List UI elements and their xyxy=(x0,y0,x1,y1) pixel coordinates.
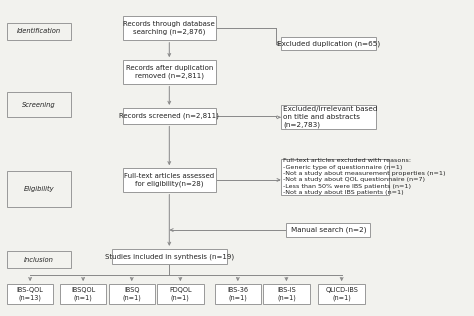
Bar xyxy=(263,284,310,304)
Bar xyxy=(123,168,216,192)
Bar xyxy=(215,284,261,304)
Text: FDQOL
(n=1): FDQOL (n=1) xyxy=(169,287,191,301)
Text: QLICD-IBS
(n=1): QLICD-IBS (n=1) xyxy=(325,287,358,301)
Bar xyxy=(123,60,216,84)
Text: Studies included in synthesis (n=19): Studies included in synthesis (n=19) xyxy=(105,253,234,260)
Text: IBS-36
(n=1): IBS-36 (n=1) xyxy=(228,287,248,301)
Bar xyxy=(281,159,389,195)
Text: Inclusion: Inclusion xyxy=(24,257,54,263)
Text: Full-text articles excluded with reasons:
-Generic type of questionnaire (n=1)
-: Full-text articles excluded with reasons… xyxy=(283,158,446,195)
Bar xyxy=(123,108,216,124)
Bar xyxy=(281,105,376,130)
Bar xyxy=(112,249,227,264)
Bar xyxy=(109,284,155,304)
Bar xyxy=(123,16,216,40)
Text: Screening: Screening xyxy=(22,102,56,108)
Text: Records screened (n=2,811): Records screened (n=2,811) xyxy=(119,112,219,119)
Bar xyxy=(60,284,106,304)
Bar xyxy=(286,223,370,237)
Text: IBS-QOL
(n=13): IBS-QOL (n=13) xyxy=(17,287,44,301)
Bar xyxy=(7,251,71,268)
Text: Excluded duplication (n=65): Excluded duplication (n=65) xyxy=(277,40,380,47)
Bar xyxy=(157,284,203,304)
Text: Records after duplication
removed (n=2,811): Records after duplication removed (n=2,8… xyxy=(126,65,213,79)
Bar xyxy=(7,171,71,207)
Text: IBS-IS
(n=1): IBS-IS (n=1) xyxy=(277,287,296,301)
Bar xyxy=(281,37,376,50)
Text: Identification: Identification xyxy=(17,28,61,34)
Bar xyxy=(7,284,53,304)
Bar xyxy=(319,284,365,304)
Text: Full-text articles assessed
for eligibility(n=28): Full-text articles assessed for eligibil… xyxy=(124,173,214,187)
Text: Excluded/irrelevant based
on title and abstracts
(n=2,783): Excluded/irrelevant based on title and a… xyxy=(283,106,378,128)
Bar xyxy=(7,92,71,117)
Text: Records through database
searching (n=2,876): Records through database searching (n=2,… xyxy=(123,21,215,35)
Text: Eligibility: Eligibility xyxy=(24,186,54,192)
Text: IBSQOL
(n=1): IBSQOL (n=1) xyxy=(71,287,95,301)
Text: Manual search (n=2): Manual search (n=2) xyxy=(291,227,366,233)
Bar xyxy=(7,22,71,40)
Text: IBSQ
(n=1): IBSQ (n=1) xyxy=(122,287,141,301)
